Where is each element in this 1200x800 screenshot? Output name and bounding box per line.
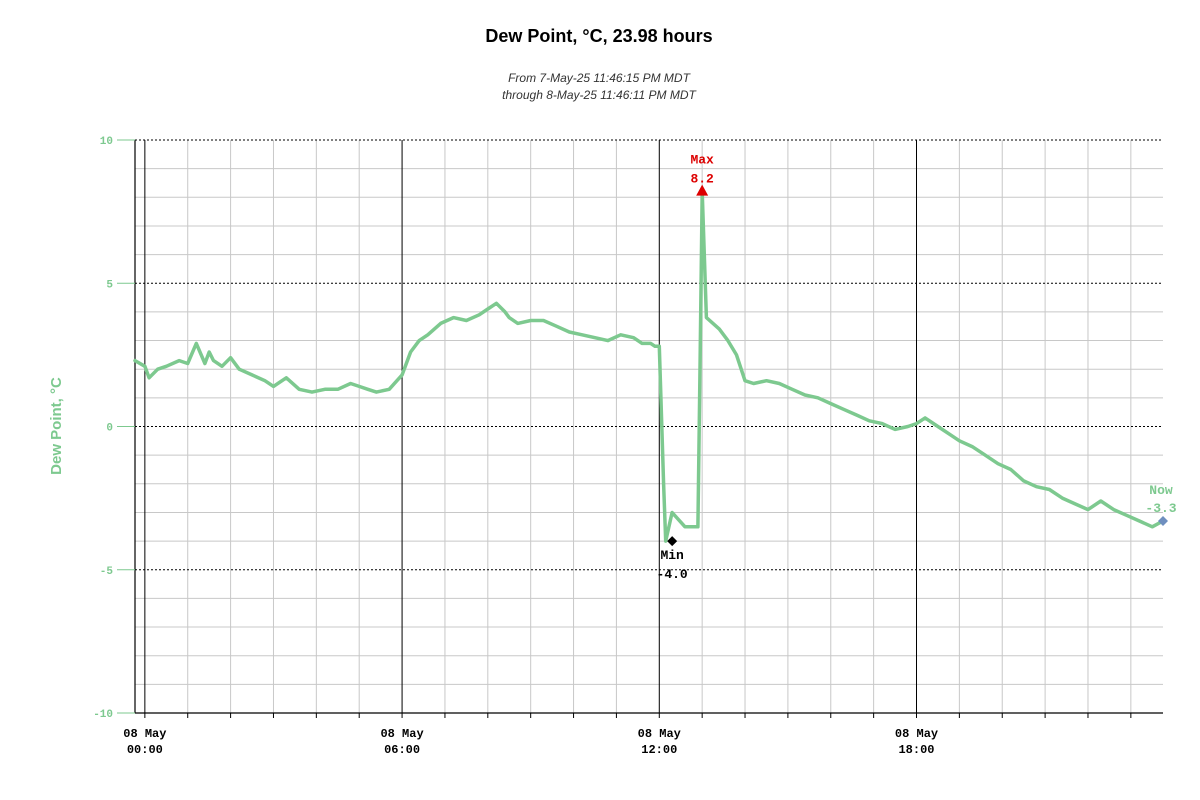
annotation-layer: Max 8.2 Min -4.0 Now -3.3: [657, 153, 1177, 583]
x-tick-label-time: 18:00: [898, 743, 934, 757]
now-label: Now: [1149, 483, 1173, 498]
x-tick-label-time: 12:00: [641, 743, 677, 757]
chart-title: Dew Point, °C, 23.98 hours: [485, 26, 712, 46]
x-tick-label-date: 08 May: [380, 727, 423, 741]
x-tick-label-date: 08 May: [638, 727, 681, 741]
y-tick-label: 5: [106, 279, 113, 291]
chart-subtitle-through: through 8-May-25 11:46:11 PM MDT: [502, 88, 697, 102]
y-tick-label: 10: [100, 136, 113, 148]
y-tick-label: 0: [106, 423, 113, 435]
grid-minor: [135, 140, 1163, 713]
x-tick-label-date: 08 May: [123, 727, 166, 741]
y-tick-label: -10: [93, 709, 113, 721]
max-value: 8.2: [690, 172, 714, 187]
series-layer: [133, 189, 1165, 543]
min-value: -4.0: [657, 567, 688, 582]
x-tick-labels: 08 May 00:00 08 May 06:00 08 May 12:00 08 May 1…: [123, 727, 938, 757]
axes: [134, 140, 1163, 718]
max-marker: [696, 184, 709, 196]
chart-subtitle-from: From 7-May-25 11:46:15 PM MDT: [508, 71, 691, 85]
grid-major: [135, 139, 1163, 713]
now-marker: [1158, 516, 1168, 527]
x-tick-label-time: 00:00: [127, 743, 163, 757]
series-line-0: [133, 189, 1165, 543]
y-tick-labels: 10 5 0 -5 -10: [93, 136, 135, 721]
max-label: Max: [690, 153, 714, 168]
y-axis-label: Dew Point, °C: [48, 377, 65, 475]
min-label: Min: [660, 548, 684, 563]
x-tick-label-date: 08 May: [895, 727, 938, 741]
y-tick-label: -5: [100, 566, 114, 578]
min-marker: [667, 536, 678, 547]
now-value: -3.3: [1145, 501, 1176, 516]
x-tick-label-time: 06:00: [384, 743, 420, 757]
